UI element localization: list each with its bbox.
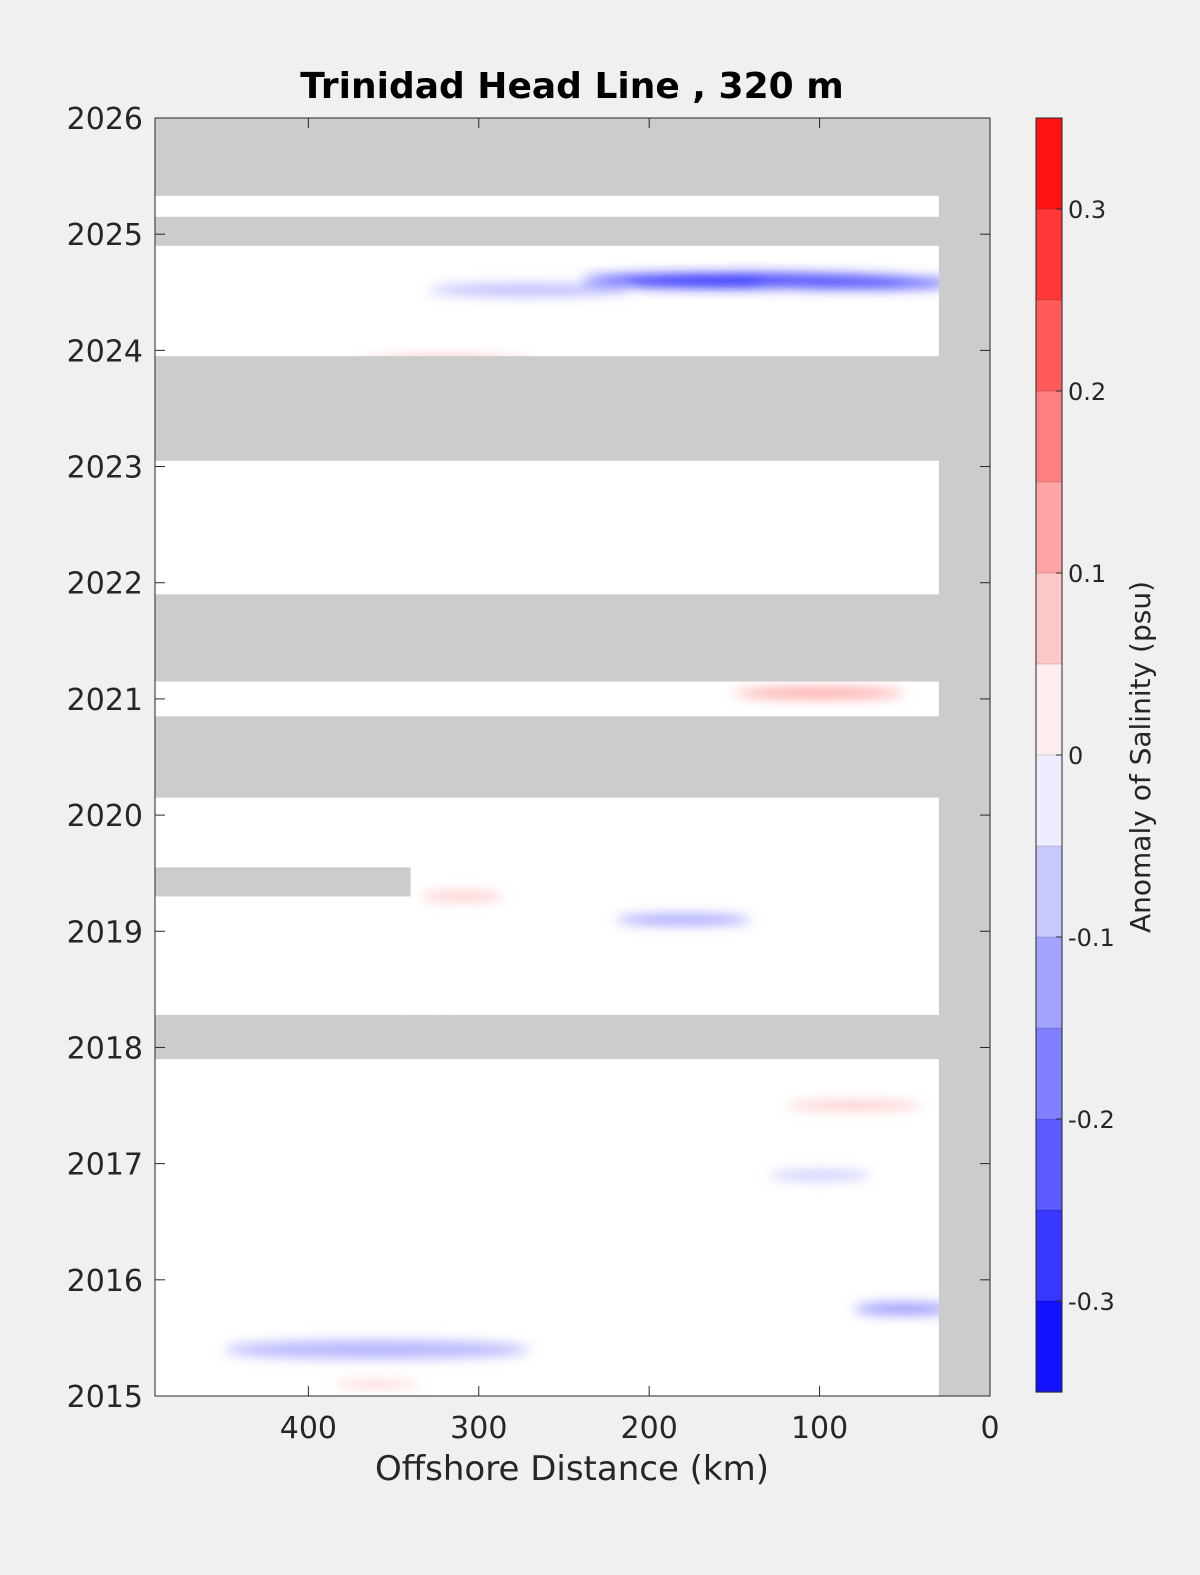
anomaly-feature-7 bbox=[615, 915, 752, 925]
colorbar-step bbox=[1035, 1300, 1063, 1393]
colorbar-step bbox=[1035, 936, 1063, 1029]
y-tick-label: 2024 bbox=[67, 334, 143, 369]
y-tick-label: 2020 bbox=[67, 799, 143, 834]
x-axis-label: Offshore Distance (km) bbox=[375, 1449, 769, 1489]
colorbar-step bbox=[1035, 572, 1063, 665]
anomaly-feature-9 bbox=[785, 1102, 922, 1110]
y-tick-label: 2021 bbox=[67, 683, 143, 718]
x-tick-label: 100 bbox=[791, 1411, 848, 1446]
no-data-band-2 bbox=[155, 356, 990, 461]
y-tick-label: 2018 bbox=[67, 1031, 143, 1066]
x-tick-label: 0 bbox=[980, 1411, 999, 1446]
anomaly-feature-11 bbox=[853, 1303, 956, 1315]
no-data-coastal bbox=[938, 118, 990, 1396]
no-data-band-1 bbox=[155, 216, 990, 246]
y-tick-label: 2025 bbox=[67, 218, 143, 253]
colorbar-step bbox=[1035, 754, 1063, 847]
x-axis-ticks: 400 300 200 100 0 bbox=[280, 118, 1000, 1446]
colorbar-label: Anomaly of Salinity (psu) bbox=[1124, 581, 1157, 933]
y-tick-label: 2023 bbox=[67, 451, 143, 486]
anomaly-feature-1 bbox=[751, 277, 956, 289]
colorbar-step bbox=[1035, 1118, 1063, 1211]
colorbar-step bbox=[1035, 845, 1063, 938]
no-data-band-5 bbox=[155, 1014, 990, 1060]
colorbar-step bbox=[1035, 390, 1063, 483]
y-axis-ticks: 2015 2016 2017 2018 2019 2020 2021 2022 2023 2024… bbox=[67, 102, 990, 1415]
colorbar-step bbox=[1035, 208, 1063, 301]
chart-title: Trinidad Head Line , 320 m bbox=[300, 66, 843, 107]
y-tick-label: 2022 bbox=[67, 567, 143, 602]
anomaly-feature-2 bbox=[427, 284, 633, 296]
colorbar bbox=[1035, 117, 1063, 1393]
y-tick-label: 2016 bbox=[67, 1264, 143, 1299]
x-tick-label: 200 bbox=[621, 1411, 678, 1446]
anomaly-feature-6 bbox=[419, 892, 505, 900]
colorbar-step bbox=[1035, 481, 1063, 574]
colorbar-tick-label: 0 bbox=[1068, 742, 1083, 770]
y-tick-label: 2015 bbox=[67, 1380, 143, 1415]
y-tick-label: 2017 bbox=[67, 1148, 143, 1183]
colorbar-step bbox=[1035, 117, 1063, 210]
no-data-band-3 bbox=[155, 594, 990, 682]
colorbar-step bbox=[1035, 299, 1063, 392]
no-data-band-6 bbox=[155, 867, 411, 897]
colorbar-tick-label: 0.1 bbox=[1068, 560, 1106, 588]
colorbar-step bbox=[1035, 1209, 1063, 1302]
y-tick-label: 2019 bbox=[67, 915, 143, 950]
anomaly-feature-5 bbox=[734, 688, 905, 698]
y-tick-label: 2026 bbox=[67, 102, 143, 137]
x-tick-label: 300 bbox=[450, 1411, 507, 1446]
colorbar-ticks: 0.3 0.2 0.1 0 -0.1 -0.2 -0.3 bbox=[1056, 196, 1115, 1316]
anomaly-feature-10 bbox=[768, 1171, 871, 1179]
plot-area bbox=[155, 118, 990, 1396]
x-tick-label: 400 bbox=[280, 1411, 337, 1446]
anomaly-feature-13 bbox=[333, 1382, 420, 1387]
plot-frame bbox=[154, 117, 991, 1397]
no-data-band-0 bbox=[155, 118, 990, 196]
colorbar-step bbox=[1035, 1027, 1063, 1120]
anomaly-feature-12 bbox=[223, 1340, 530, 1359]
colorbar-tick-label: -0.3 bbox=[1068, 1288, 1115, 1316]
colorbar-tick-label: -0.2 bbox=[1068, 1106, 1115, 1134]
colorbar-tick-label: 0.2 bbox=[1068, 378, 1106, 406]
no-data-regions bbox=[155, 118, 990, 1396]
no-data-band-4 bbox=[155, 716, 990, 798]
colorbar-tick-label: 0.3 bbox=[1068, 196, 1106, 224]
colorbar-tick-label: -0.1 bbox=[1068, 924, 1115, 952]
colorbar-step bbox=[1035, 663, 1063, 756]
